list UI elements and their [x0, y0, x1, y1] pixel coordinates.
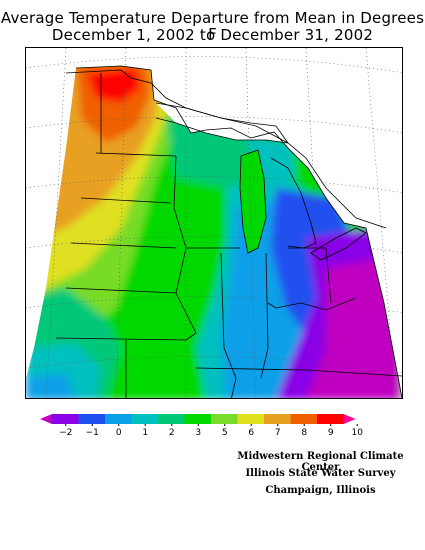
color-legend: −2 −1 0 1 2 3 5 6 7 8 9 10 — [40, 412, 385, 444]
legend-swatch — [290, 414, 318, 424]
legend-tick-label: 2 — [169, 428, 175, 438]
boundaries — [55, 65, 402, 398]
legend-tick-label: 3 — [195, 428, 201, 438]
map-svg — [26, 48, 402, 398]
temperature-departure-map — [25, 47, 403, 399]
legend-swatch — [52, 414, 79, 424]
credit-line-1: Midwestern Regional Climate Center — [237, 451, 404, 473]
legend-tick-label: 7 — [275, 428, 281, 438]
legend-tick-label: 1 — [142, 428, 148, 438]
legend-tick-label: 6 — [248, 428, 254, 438]
legend-swatch — [78, 414, 106, 424]
legend-arrow-low — [40, 414, 52, 424]
legend-swatch — [105, 414, 132, 424]
legend-tick-label: −2 — [59, 428, 72, 438]
legend-tick-label: 8 — [301, 428, 307, 438]
legend-swatch — [264, 414, 291, 424]
legend-arrow-high — [343, 414, 356, 424]
legend-swatch — [131, 414, 159, 424]
legend-tick-label: −1 — [86, 428, 99, 438]
legend-swatch — [158, 414, 185, 424]
legend-swatch — [237, 414, 265, 424]
graticule — [26, 48, 402, 398]
legend-swatch — [211, 414, 238, 424]
map-subtitle: December 1, 2002 to December 31, 2002 — [51, 26, 374, 44]
credit-line-2: Illinois State Water Survey — [245, 468, 396, 479]
legend-tick-label: 0 — [116, 428, 122, 438]
legend-swatch — [184, 414, 212, 424]
credit-line-3: Champaign, Illinois — [265, 485, 376, 496]
map-title: Average Temperature Departure from Mean … — [0, 9, 425, 43]
legend-svg: −2 −1 0 1 2 3 5 6 7 8 9 10 — [40, 414, 364, 438]
legend-tick-label: 9 — [328, 428, 334, 438]
legend-tick-label: 5 — [222, 428, 228, 438]
legend-swatch — [317, 414, 344, 424]
legend-tick-label: 10 — [352, 428, 364, 438]
